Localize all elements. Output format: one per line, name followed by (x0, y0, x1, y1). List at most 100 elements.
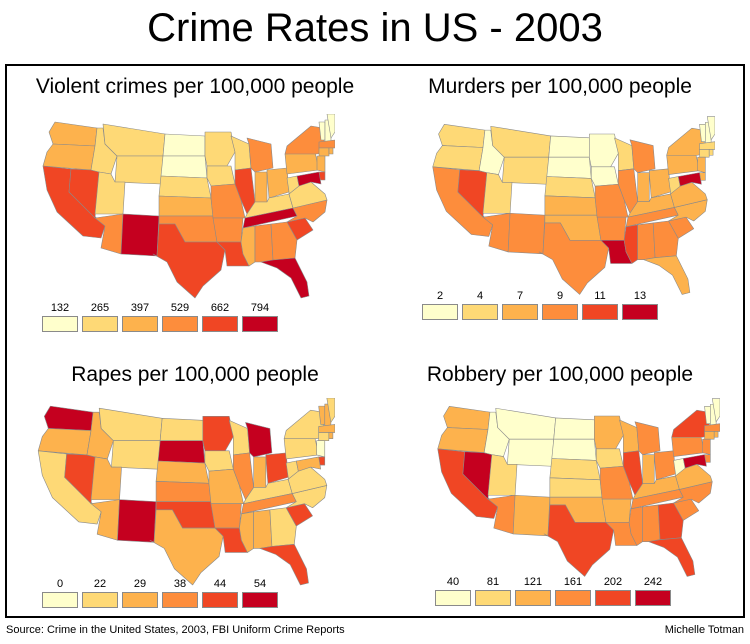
panel-rapes: Rapes per 100,000 people 0 22 29 38 44 54 (10, 362, 380, 617)
state-wy (114, 155, 164, 185)
state-ne (549, 458, 601, 481)
state-nc (673, 481, 713, 504)
panel-violent: Violent crimes per 100,000 people 132 265… (10, 74, 380, 344)
state-md (296, 171, 322, 187)
state-sd (546, 156, 592, 179)
state-me (326, 398, 335, 423)
legend-label: 22 (93, 578, 107, 590)
state-fl (643, 255, 691, 295)
state-nm (512, 494, 551, 537)
state-mi (634, 421, 661, 455)
state-nd (162, 133, 206, 157)
state-in (254, 171, 268, 203)
state-ma (699, 141, 715, 150)
state-pa (666, 153, 700, 175)
legend-label: 0 (56, 578, 64, 590)
map-murders (432, 116, 715, 295)
state-ne (544, 176, 596, 199)
legend-swatch (122, 592, 158, 608)
state-wa (443, 406, 491, 430)
state-az (90, 499, 120, 541)
state-ut (487, 454, 518, 496)
legend-swatch (162, 592, 198, 608)
panel-title-violent: Violent crimes per 100,000 people (35, 75, 355, 98)
state-me (711, 398, 720, 423)
state-sd (160, 155, 208, 179)
legend-swatch (582, 304, 618, 320)
legend-swatch (42, 316, 78, 332)
state-ri (713, 431, 719, 438)
state-mt (102, 123, 166, 157)
legend-label: 161 (563, 576, 583, 588)
state-ct (704, 431, 715, 440)
state-az (487, 494, 516, 535)
state-fl (648, 537, 696, 577)
legend-label: 11 (594, 290, 606, 302)
state-ne (158, 175, 212, 199)
legend-rapes: 0 22 29 38 44 54 (40, 578, 290, 612)
state-or (37, 428, 92, 456)
state-sd (551, 438, 597, 461)
author-credit: Michelle Totman (664, 624, 744, 636)
state-ut (90, 456, 122, 500)
state-ut (482, 172, 513, 214)
legend-label: 2 (436, 290, 444, 302)
state-tx (543, 504, 614, 577)
legend-label: 9 (556, 290, 564, 302)
state-wa (48, 121, 98, 147)
state-al (253, 509, 273, 549)
legend-label: 529 (170, 302, 190, 314)
legend-label: 7 (516, 290, 524, 302)
state-mi (245, 422, 273, 458)
state-ga (269, 507, 297, 547)
state-mn (589, 133, 619, 168)
state-wa (43, 405, 94, 431)
panel-murders: Murders per 100,000 people 2 4 7 9 11 13 (375, 74, 745, 344)
state-ma (318, 424, 335, 433)
state-in (637, 172, 650, 202)
state-al (637, 222, 656, 260)
legend-label: 132 (50, 302, 70, 314)
state-or (42, 143, 96, 171)
state-ks (544, 195, 598, 216)
legend-label: 40 (446, 576, 460, 588)
legend-robbery: 40 81 121 161 202 242 (433, 576, 683, 610)
state-fl (260, 257, 310, 299)
state-tx (149, 509, 224, 586)
state-nd (553, 417, 595, 440)
legend-label: 44 (213, 578, 227, 590)
state-ma (318, 139, 335, 149)
state-ri (328, 147, 334, 155)
panel-robbery: Robbery per 100,000 people 40 81 121 161 202… (375, 362, 745, 617)
state-wy (507, 438, 555, 467)
legend-label: 265 (90, 302, 110, 314)
state-mi (629, 139, 656, 173)
state-ma (704, 423, 720, 432)
legend-swatch (422, 304, 458, 320)
state-wv (285, 460, 299, 480)
state-ia (590, 166, 619, 187)
state-nj (316, 155, 326, 173)
state-ar (596, 216, 627, 241)
legend-label: 29 (133, 578, 147, 590)
state-mt (495, 407, 556, 440)
state-me (326, 114, 335, 139)
state-az (94, 213, 124, 255)
legend-label: 4 (476, 290, 484, 302)
state-nj (697, 156, 706, 173)
state-ar (601, 498, 632, 523)
state-nd (159, 418, 204, 441)
state-wv (673, 458, 686, 477)
state-ct (699, 149, 710, 158)
legend-swatch (475, 590, 511, 606)
state-pa (671, 435, 705, 457)
legend-swatch (82, 316, 118, 332)
legend-swatch (435, 590, 471, 606)
state-md (682, 454, 707, 469)
state-wv (668, 176, 681, 195)
state-mn (204, 131, 236, 167)
state-ks (549, 477, 603, 498)
legend-label: 242 (643, 576, 663, 588)
state-ri (328, 432, 334, 439)
legend-murders: 2 4 7 9 11 13 (420, 290, 670, 324)
